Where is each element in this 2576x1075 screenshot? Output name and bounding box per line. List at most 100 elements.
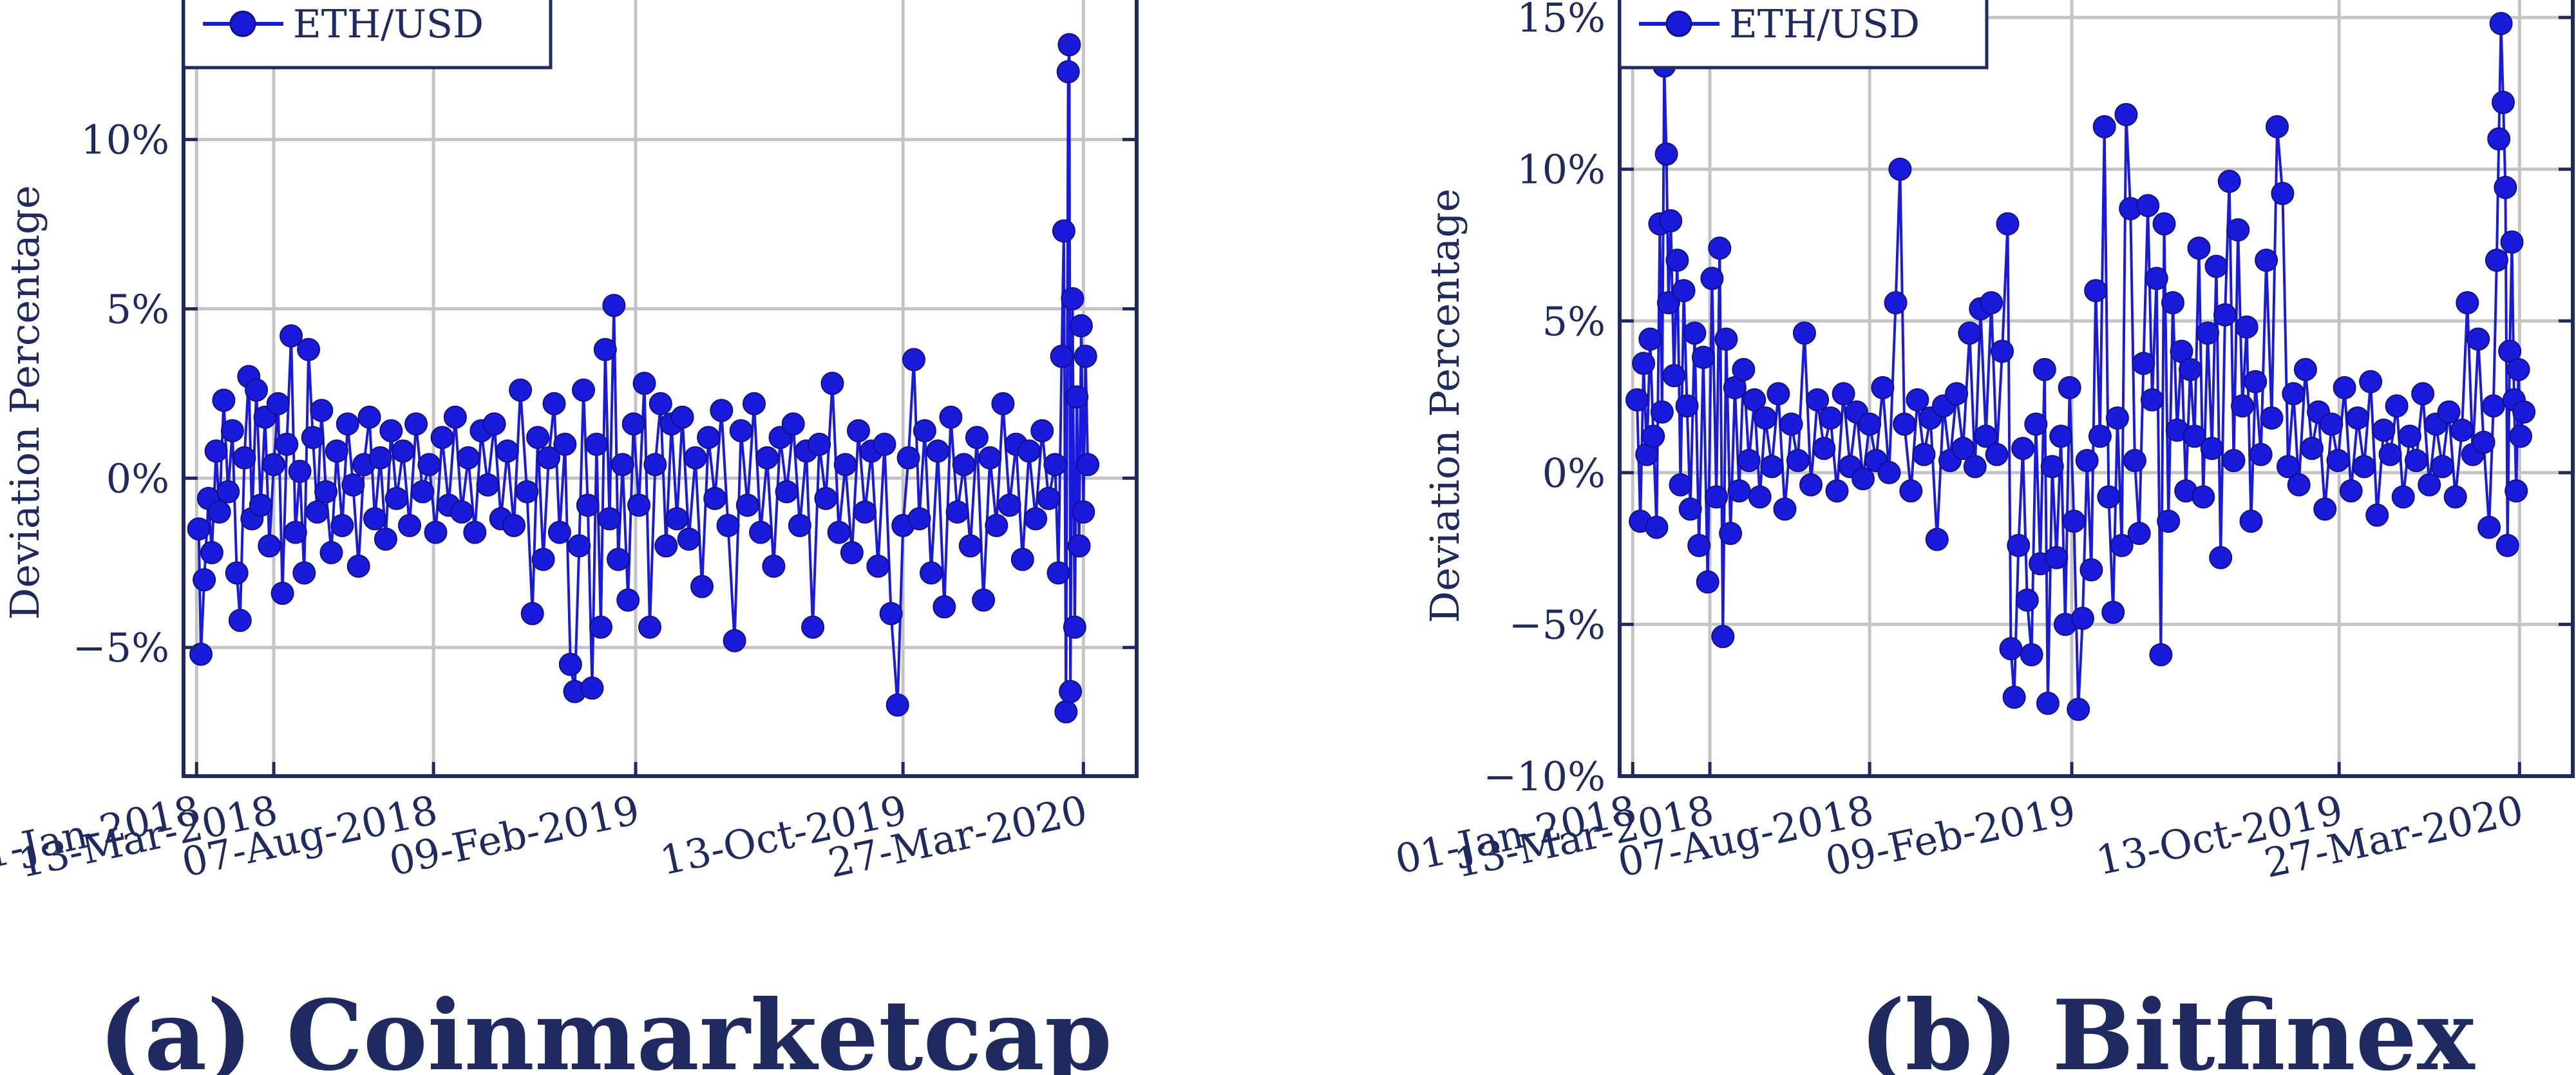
- data-point: [2481, 394, 2505, 418]
- data-point: [384, 486, 408, 510]
- data-point: [1054, 700, 1078, 724]
- data-point: [972, 588, 996, 612]
- data-point: [2244, 370, 2268, 394]
- data-point: [2437, 400, 2461, 424]
- data-point: [404, 412, 428, 436]
- data-point: [1852, 467, 1875, 491]
- data-point: [1906, 388, 1929, 412]
- data-point: [1748, 485, 1772, 509]
- data-point: [2249, 442, 2273, 466]
- data-point: [840, 541, 864, 564]
- data-point: [1059, 680, 1083, 703]
- data-point: [314, 480, 338, 504]
- data-point: [443, 405, 467, 429]
- data-point: [220, 419, 244, 442]
- data-point: [1046, 561, 1070, 585]
- data-point: [1991, 339, 2014, 363]
- data-point: [2372, 418, 2396, 442]
- data-point: [716, 513, 740, 537]
- data-point: [1773, 497, 1797, 521]
- data-point: [2187, 236, 2211, 260]
- data-point: [616, 588, 640, 612]
- data-point: [775, 480, 799, 504]
- data-point: [509, 378, 533, 402]
- legend-marker: [229, 10, 256, 37]
- y-tick-label: −5%: [1509, 601, 1605, 648]
- data-point: [755, 446, 779, 470]
- data-point: [417, 453, 441, 477]
- data-point: [2179, 357, 2202, 381]
- data-point: [368, 446, 392, 470]
- data-point: [216, 480, 240, 504]
- data-point: [301, 426, 325, 450]
- data-point: [1799, 473, 1823, 497]
- data-point: [1687, 533, 1711, 557]
- data-point: [463, 520, 487, 544]
- data-point: [1642, 424, 1665, 448]
- data-point: [305, 500, 329, 524]
- data-point: [1010, 547, 1034, 571]
- data-point: [735, 493, 759, 517]
- panel-caption: (a) Coinmarketcap: [99, 979, 1112, 1075]
- data-point: [933, 595, 956, 619]
- data-point: [1683, 321, 1707, 345]
- data-point: [200, 541, 223, 564]
- data-point: [576, 493, 600, 517]
- data-point: [965, 426, 989, 450]
- data-point: [1705, 485, 1728, 509]
- data-point: [833, 453, 857, 477]
- data-point: [270, 582, 294, 605]
- data-point: [258, 534, 281, 558]
- data-point: [1951, 437, 1975, 461]
- data-point: [2045, 546, 2069, 569]
- data-point: [542, 392, 566, 415]
- data-point: [1700, 267, 1724, 290]
- data-point: [279, 324, 303, 348]
- data-point: [1659, 209, 1683, 233]
- data-point: [1786, 449, 1810, 472]
- data-point: [2405, 449, 2428, 472]
- plot-frame: [182, 0, 1139, 778]
- data-point: [762, 555, 786, 578]
- data-point: [572, 378, 595, 402]
- data-point: [2105, 406, 2129, 430]
- data-point: [589, 615, 612, 639]
- data-point: [2485, 249, 2508, 272]
- data-point: [913, 419, 936, 442]
- data-point: [1708, 236, 1732, 260]
- data-point: [1779, 412, 1803, 436]
- data-point: [2209, 546, 2233, 569]
- data-point: [665, 507, 689, 531]
- data-point: [2231, 394, 2254, 418]
- data-point: [2276, 455, 2300, 479]
- data-point: [2152, 212, 2176, 236]
- data-point: [2110, 533, 2134, 557]
- data-point: [1043, 453, 1067, 477]
- data-point: [781, 412, 805, 436]
- data-point: [670, 405, 694, 429]
- data-point: [2036, 691, 2060, 715]
- data-point: [2430, 455, 2454, 479]
- data-point: [1067, 534, 1091, 558]
- data-point: [1714, 327, 1738, 351]
- legend-marker: [1665, 10, 1692, 37]
- data-point: [2271, 182, 2295, 205]
- data-point: [520, 602, 544, 625]
- data-point: [703, 486, 727, 510]
- data-point: [424, 520, 448, 544]
- data-point: [2079, 558, 2103, 582]
- data-point: [729, 419, 753, 442]
- data-point: [336, 412, 359, 436]
- data-point: [558, 652, 582, 676]
- data-point: [1819, 406, 1842, 430]
- data-point: [1963, 455, 1987, 479]
- data-point: [2391, 485, 2415, 509]
- data-point: [580, 676, 604, 700]
- data-point: [1632, 352, 1656, 376]
- data-point: [482, 412, 506, 436]
- data-point: [515, 480, 539, 504]
- data-point: [2505, 479, 2528, 503]
- data-point: [808, 432, 831, 456]
- y-tick-label: −5%: [73, 624, 169, 671]
- data-point: [2320, 412, 2344, 436]
